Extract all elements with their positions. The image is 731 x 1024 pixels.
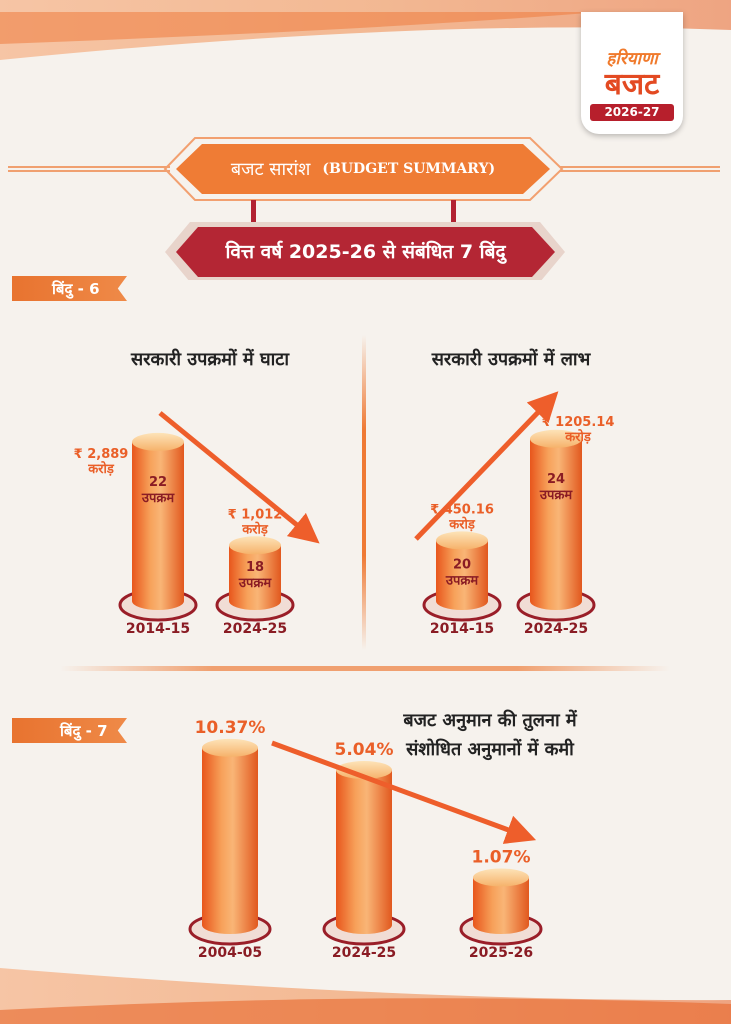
chart2-bar-0-top [436, 531, 488, 550]
summary-title-english: (BUDGET SUMMARY) [322, 161, 496, 177]
budget-summary-banner: बजट सारांश (BUDGET SUMMARY) [176, 144, 550, 194]
chart1-count-label-0: उपक्रम [141, 491, 175, 506]
point-6-tag: बिंदु - 6 [12, 276, 127, 301]
chart1-category-1: 2024-25 [223, 621, 287, 637]
chart2-category-0: 2014-15 [430, 621, 494, 637]
budget-logo: हरियाणा बजट 2026-27 [581, 12, 683, 134]
logo-year: 2026-27 [590, 104, 674, 121]
chart3-bar-1 [336, 770, 392, 934]
chart3-bar-2 [473, 877, 529, 934]
chart1-bar-1-top [229, 536, 281, 555]
chart3-value-0: 10.37% [195, 718, 266, 738]
loss-chart-title: सरकारी उपक्रमों में घाटा [131, 349, 289, 370]
chart2-bar-0 [436, 540, 488, 610]
horizontal-divider [60, 666, 670, 671]
chart2-bar-1-top [530, 429, 582, 448]
point-6-label: बिंदु - 6 [52, 280, 100, 298]
chart1-bar-0-top [132, 432, 184, 451]
chart3-value-1: 5.04% [335, 740, 394, 760]
chart2-bar-1 [530, 438, 582, 610]
subtitle-banner: वित्त वर्ष 2025-26 से संबंधित 7 बिंदु [225, 241, 506, 263]
chart1-count-0: 22 [149, 475, 167, 490]
estimate-trend-arrow [271, 740, 537, 844]
chart2-category-1: 2024-25 [524, 621, 588, 637]
loss-trend-arrow [158, 411, 320, 544]
vertical-divider [362, 335, 366, 650]
chart2-count-0: 20 [453, 558, 471, 573]
chart2-count-1: 24 [547, 472, 565, 487]
chart3-bar-0 [202, 747, 258, 934]
chart1-bar-1 [229, 545, 281, 610]
chart2-count-label-1: उपक्रम [539, 488, 573, 503]
logo-line2: बजट [604, 67, 660, 102]
chart2-count-label-0: उपक्रम [445, 574, 479, 589]
point-7-label: बिंदु - 7 [60, 722, 108, 740]
point-7-tag: बिंदु - 7 [12, 718, 127, 743]
estimate-chart-title: बजट अनुमान की तुलना में संशोधित अनुमानों… [360, 706, 620, 764]
chart3-value-2: 1.07% [472, 847, 531, 867]
chart2-unit-1: करोड़ [564, 429, 592, 445]
logo-line1: हरियाणा [606, 49, 658, 69]
chart1-bar-0 [132, 441, 184, 610]
profit-trend-arrow [414, 391, 559, 541]
chart3-bar-0-top [202, 738, 258, 757]
chart1-unit-0: करोड़ [87, 461, 115, 477]
chart1-value-1: ₹ 1,012 [228, 507, 283, 522]
chart1-category-0: 2014-15 [126, 621, 190, 637]
chart2-value-1: ₹ 1205.14 [542, 415, 615, 430]
estimate-title-line1: बजट अनुमान की तुलना में [403, 710, 577, 731]
profit-chart-title: सरकारी उपक्रमों में लाभ [431, 349, 591, 370]
chart3-category-0: 2004-05 [198, 945, 262, 961]
summary-title-hindi: बजट सारांश [230, 159, 311, 180]
chart3-category-2: 2025-26 [469, 945, 533, 961]
chart2-unit-0: करोड़ [448, 516, 476, 532]
chart1-count-1: 18 [246, 560, 264, 575]
estimate-title-line2: संशोधित अनुमानों में कमी [406, 739, 574, 760]
chart1-count-label-1: उपक्रम [238, 576, 272, 591]
chart3-category-1: 2024-25 [332, 945, 396, 961]
chart3-bar-2-top [473, 868, 529, 887]
chart1-unit-1: करोड़ [241, 521, 269, 537]
chart3-bar-1-top [336, 761, 392, 780]
chart1-value-0: ₹ 2,889 [74, 447, 129, 462]
header-decor [8, 137, 720, 280]
